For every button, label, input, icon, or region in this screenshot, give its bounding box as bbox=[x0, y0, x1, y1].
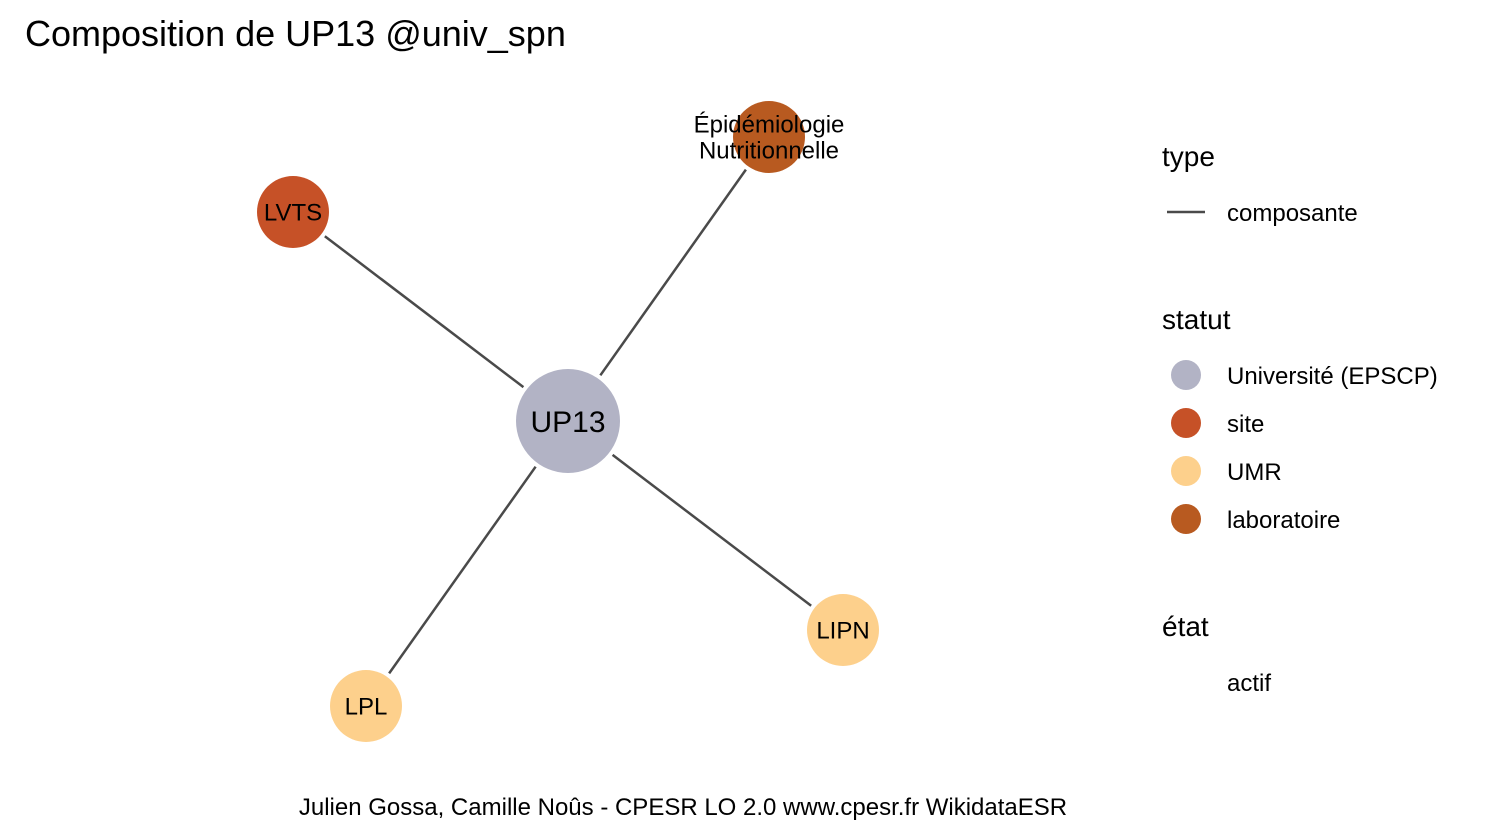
legend-type-title: type bbox=[1162, 141, 1215, 172]
legend-statut-item: laboratoire bbox=[1227, 507, 1340, 534]
legend-statut-title: statut bbox=[1162, 304, 1231, 335]
node-label-epi: Épidémiologie bbox=[694, 112, 845, 139]
legend-swatch-umr bbox=[1171, 456, 1201, 486]
edge-up13-epi bbox=[599, 168, 747, 377]
node-circle-epi bbox=[733, 101, 805, 173]
node-lipn: LIPN bbox=[807, 594, 879, 666]
edge-up13-lvts bbox=[324, 235, 525, 389]
node-label-up13: UP13 bbox=[530, 406, 605, 439]
node-label-lpl: LPL bbox=[345, 694, 388, 721]
diagram-title: Composition de UP13 @univ_spn bbox=[25, 13, 566, 54]
legend-statut-item: Université (EPSCP) bbox=[1227, 363, 1438, 390]
node-label-lipn: LIPN bbox=[816, 618, 869, 645]
legend-etat-title: état bbox=[1162, 611, 1209, 642]
legend-etat-item: actif bbox=[1227, 670, 1271, 697]
edge-up13-lpl bbox=[388, 465, 537, 675]
legend-swatch-site bbox=[1171, 408, 1201, 438]
legend-statut-item: site bbox=[1227, 411, 1264, 438]
edge-layer bbox=[324, 168, 812, 675]
legend-statut-item: UMR bbox=[1227, 459, 1282, 486]
legend-swatch-laboratoire bbox=[1171, 504, 1201, 534]
legend: type composante statut Université (EPSCP… bbox=[1162, 141, 1438, 697]
node-circle-lpl bbox=[330, 670, 402, 742]
legend-swatch-universite bbox=[1171, 360, 1201, 390]
legend-type-item: composante bbox=[1227, 200, 1358, 227]
node-lvts: LVTS bbox=[257, 176, 329, 248]
node-up13: UP13 bbox=[516, 369, 620, 473]
node-label-epi: Nutritionnelle bbox=[699, 138, 839, 165]
node-label-lvts: LVTS bbox=[264, 200, 322, 227]
node-lpl: LPL bbox=[330, 670, 402, 742]
node-circle-up13 bbox=[516, 369, 620, 473]
caption: Julien Gossa, Camille Noûs - CPESR LO 2.… bbox=[299, 794, 1067, 821]
edge-up13-lipn bbox=[611, 453, 812, 607]
node-circle-lipn bbox=[807, 594, 879, 666]
node-circle-lvts bbox=[257, 176, 329, 248]
